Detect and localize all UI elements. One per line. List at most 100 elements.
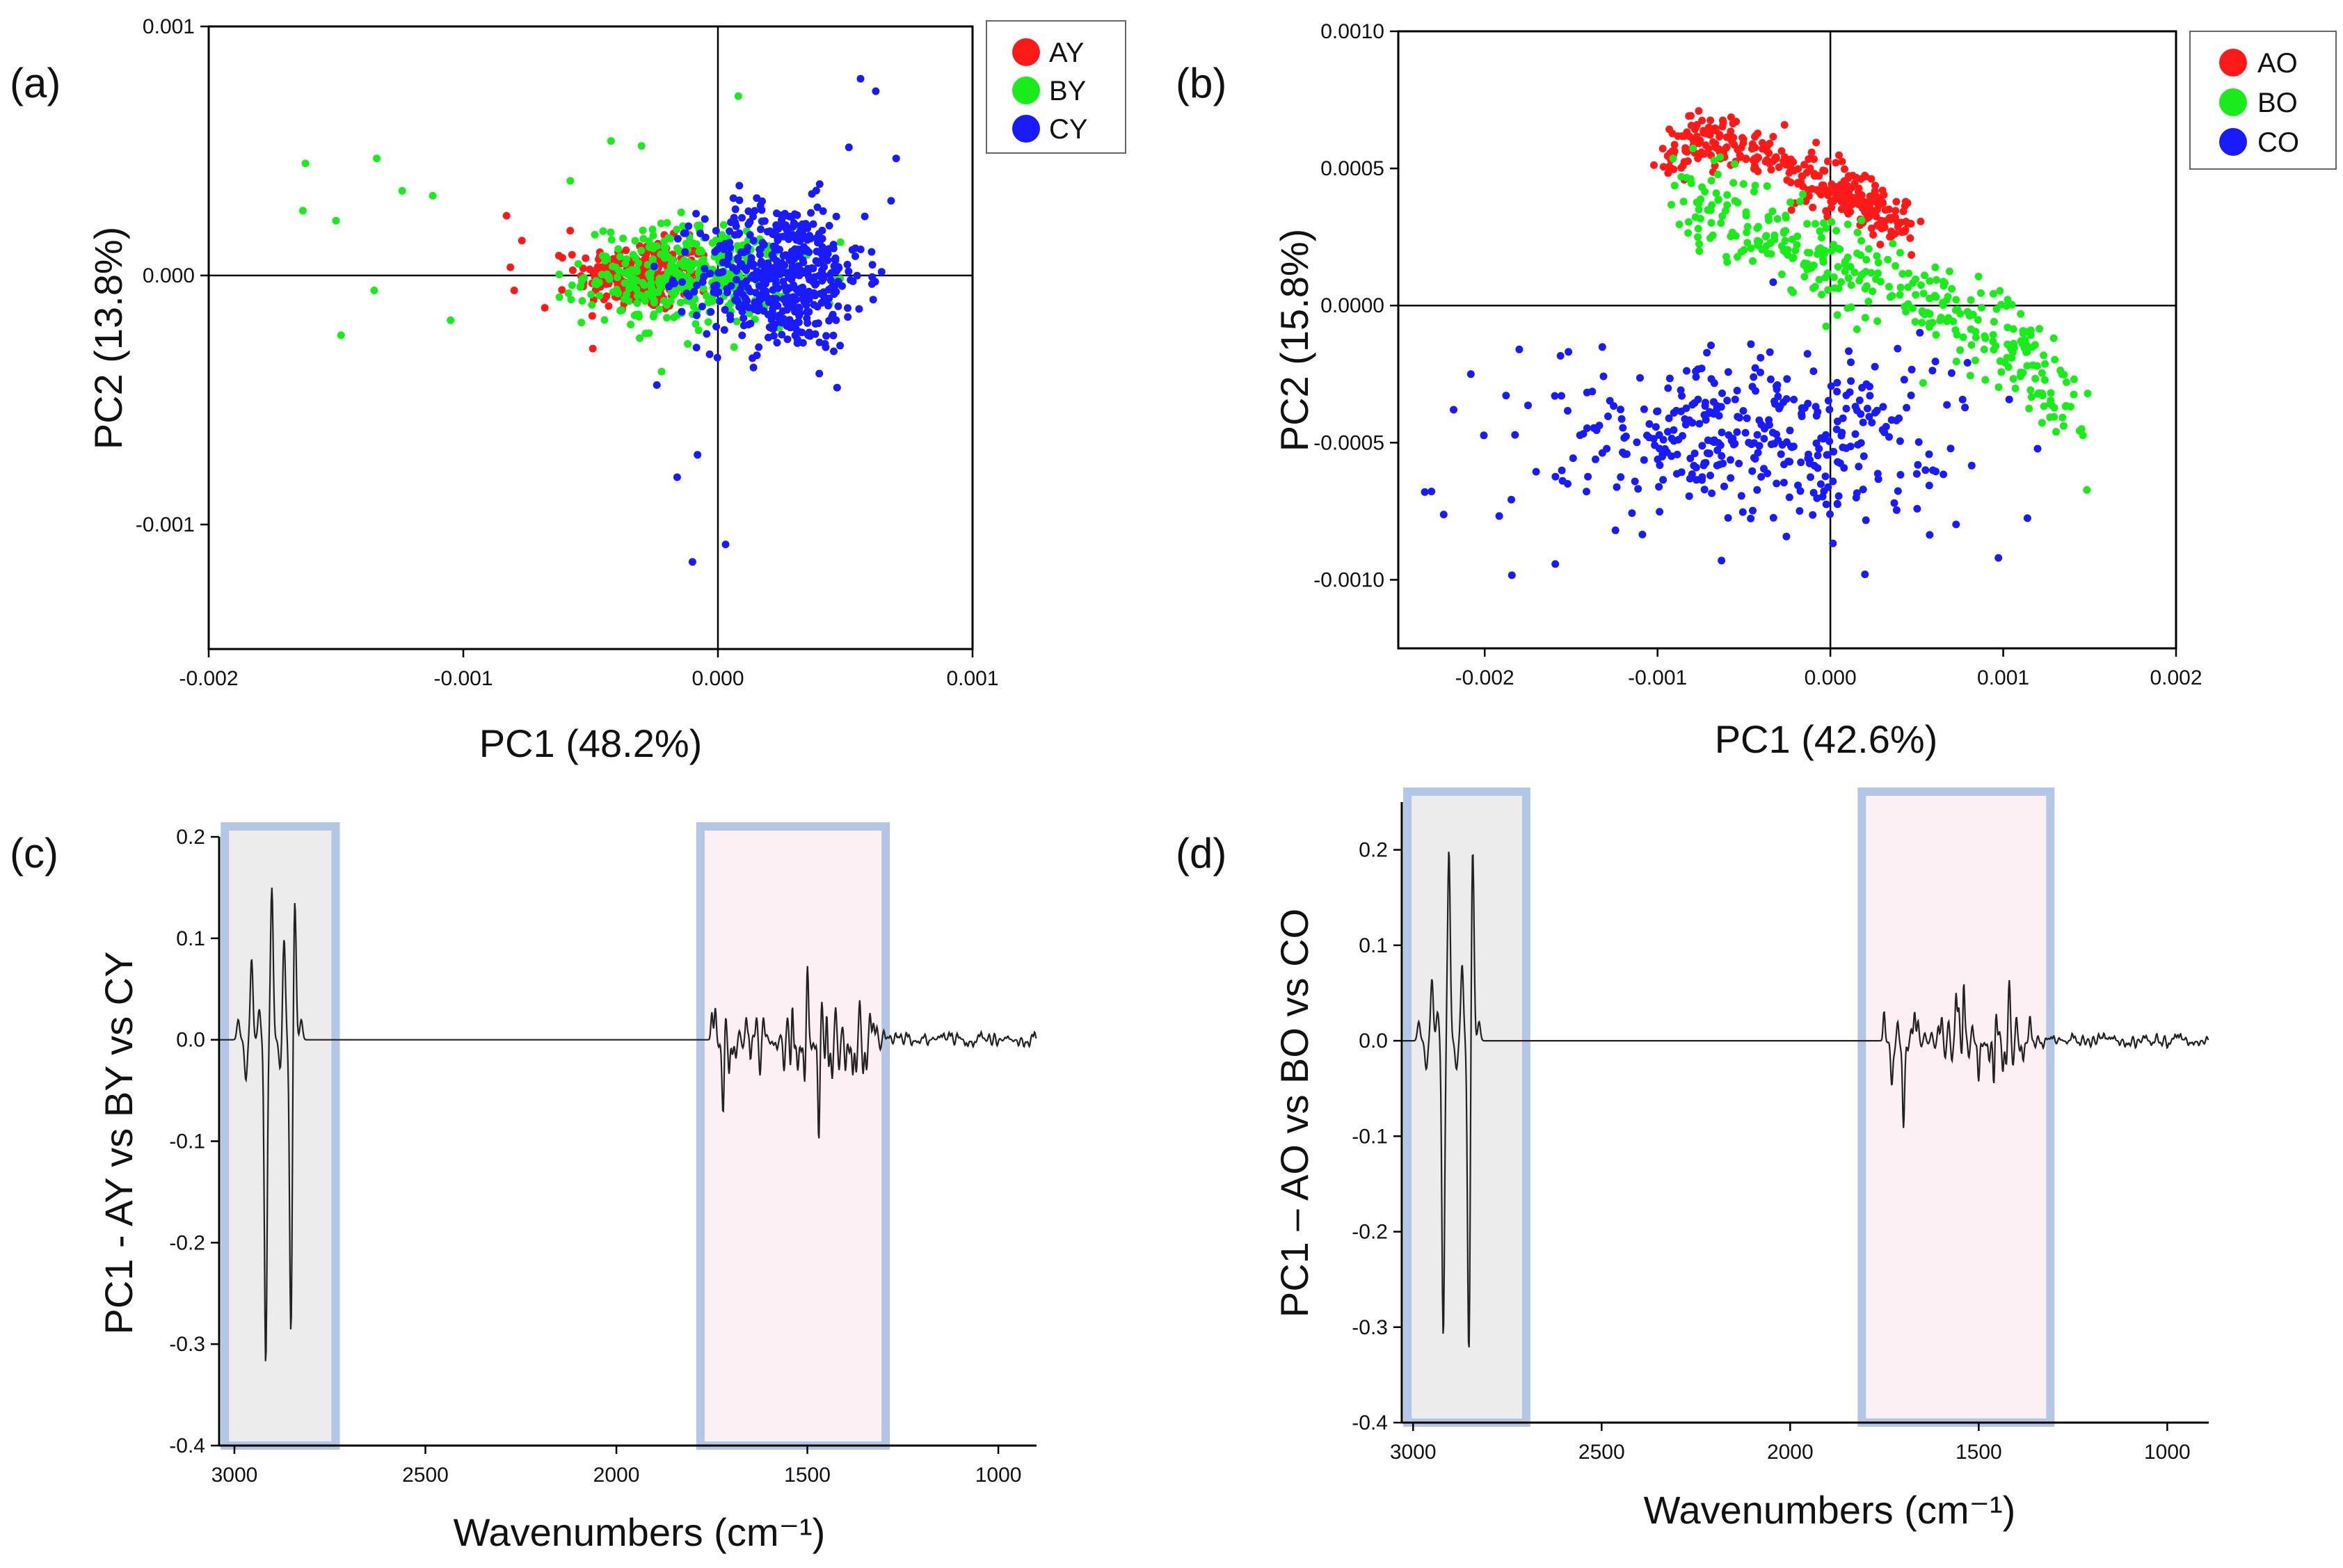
point-cy <box>812 186 820 195</box>
point-ay <box>541 304 549 312</box>
point-bo <box>2047 401 2056 409</box>
point-cy <box>799 258 808 266</box>
point-ao <box>1809 203 1817 211</box>
point-cy <box>795 304 803 312</box>
point-bo <box>1687 179 1695 187</box>
point-bo <box>1712 189 1720 198</box>
point-bo <box>1818 291 1825 298</box>
point-cy <box>845 267 853 275</box>
point-bo <box>1823 269 1832 278</box>
point-ao <box>1812 186 1821 194</box>
point-cy <box>690 287 698 296</box>
point-bo <box>1764 249 1772 257</box>
point-cy <box>804 331 813 339</box>
point-co <box>1846 442 1855 451</box>
point-ao <box>1866 204 1874 212</box>
point-co <box>1702 399 1709 407</box>
point-co <box>1765 421 1773 429</box>
point-co <box>1785 493 1793 502</box>
point-by <box>636 334 643 342</box>
y-tick-label: -0.0005 <box>1313 431 1384 454</box>
point-co <box>1693 476 1701 484</box>
panel-d-x-label: Wavenumbers (cm⁻¹) <box>1644 1488 2016 1532</box>
point-co <box>1885 433 1893 441</box>
point-cy <box>795 312 803 320</box>
point-cy <box>698 303 706 311</box>
series-bo <box>1668 144 2092 494</box>
point-cy <box>682 229 689 237</box>
point-by <box>633 299 641 307</box>
point-bo <box>2020 344 2029 353</box>
point-co <box>1598 449 1606 457</box>
point-co <box>1508 495 1515 504</box>
point-by <box>692 240 701 248</box>
x-tick-label: 3000 <box>211 1464 258 1487</box>
point-cy <box>703 330 711 338</box>
point-co <box>1868 419 1876 426</box>
point-by <box>577 319 586 327</box>
point-by <box>619 234 627 243</box>
point-cy <box>783 322 791 330</box>
point-bo <box>1781 237 1789 245</box>
point-co <box>1773 430 1780 438</box>
point-by <box>719 221 728 229</box>
point-cy <box>809 220 817 228</box>
point-by <box>578 297 586 305</box>
point-cy <box>764 310 772 319</box>
point-co <box>1812 439 1821 447</box>
point-by <box>625 297 633 305</box>
point-ao <box>1780 121 1789 129</box>
point-ao <box>1698 116 1706 125</box>
y-tick-label: -0.3 <box>169 1333 205 1356</box>
point-co <box>1723 397 1732 405</box>
point-by <box>332 216 340 225</box>
panel-c-x-label: Wavenumbers (cm⁻¹) <box>454 1510 826 1554</box>
point-co <box>1633 438 1641 447</box>
point-co <box>1777 450 1785 458</box>
point-bo <box>1837 278 1846 286</box>
point-bo <box>1905 269 1913 278</box>
panel-a-legend: AY BY CY <box>986 20 1126 154</box>
point-co <box>1741 429 1750 437</box>
point-by <box>627 321 635 328</box>
point-cy <box>811 280 819 289</box>
point-bo <box>1780 227 1788 236</box>
point-by <box>698 257 706 265</box>
x-tick-label: -0.001 <box>1628 666 1687 689</box>
point-co <box>1640 456 1648 464</box>
point-co <box>1688 419 1697 427</box>
point-cy <box>758 282 767 290</box>
point-ay <box>622 246 630 255</box>
point-bo <box>1675 221 1684 229</box>
point-cy <box>828 313 836 321</box>
point-bo <box>2025 404 2033 413</box>
point-cy <box>681 248 689 256</box>
point-by <box>637 142 646 150</box>
point-co <box>1925 450 1933 458</box>
highlight-region-2 <box>696 822 890 1450</box>
y-tick-label: 0.0005 <box>1320 157 1384 180</box>
point-bo <box>1789 253 1798 262</box>
point-bo <box>1850 269 1859 277</box>
point-bo <box>1967 341 1976 349</box>
point-by <box>607 137 615 145</box>
point-co <box>1502 392 1510 400</box>
point-by <box>664 234 673 242</box>
point-co <box>1564 407 1572 415</box>
point-co <box>1643 431 1651 440</box>
point-bo <box>1864 245 1873 253</box>
point-co <box>1784 457 1793 465</box>
point-co <box>1718 557 1726 565</box>
point-bo <box>1723 191 1732 199</box>
point-by <box>650 296 658 305</box>
point-bo <box>1803 259 1812 268</box>
point-co <box>1719 459 1727 467</box>
point-co <box>1724 514 1732 522</box>
point-co <box>1958 395 1967 403</box>
point-bo <box>1978 303 1985 312</box>
point-bo <box>2084 390 2092 398</box>
point-bo <box>2023 362 2031 370</box>
point-ao <box>1874 222 1882 230</box>
point-bo <box>1816 227 1824 235</box>
point-co <box>2005 395 2013 403</box>
